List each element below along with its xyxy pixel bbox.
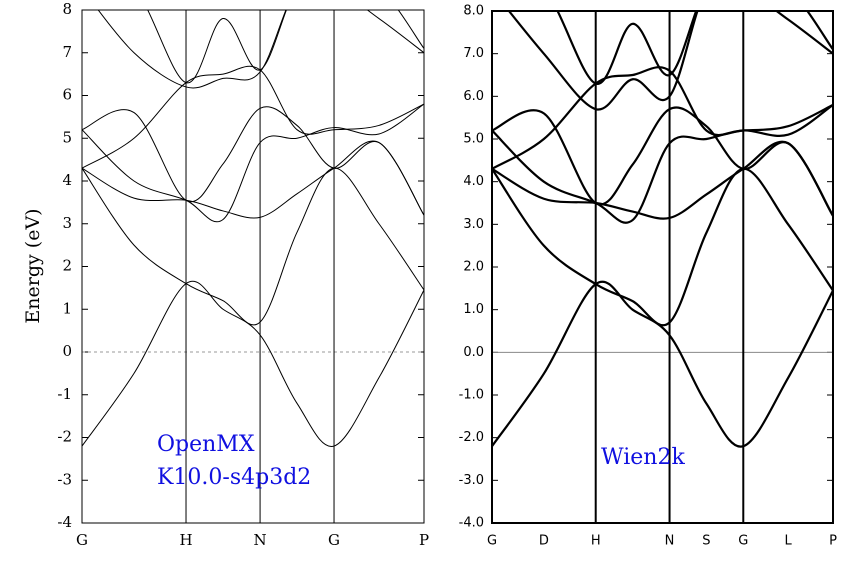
- y-tick-label: -1.0: [459, 388, 484, 403]
- band-line: [492, 66, 833, 170]
- y-tick-label: 2: [62, 257, 72, 275]
- y-tick-label: -4: [57, 513, 72, 531]
- y-tick-label: 6: [62, 86, 72, 104]
- y-tick-label: -2.0: [459, 430, 484, 445]
- x-tick-label: S: [702, 534, 710, 549]
- y-tick-label: -3.0: [459, 473, 484, 488]
- band-line: [147, 10, 424, 84]
- band-line: [492, 280, 833, 448]
- band-line: [82, 65, 424, 169]
- y-tick-label: 8.0: [463, 4, 484, 19]
- y-tick-label: 0: [62, 342, 72, 360]
- panel: -4.0 -3.0 -2.0 -1.0 0.0 1.0 2.0 3.0 4.0 5.0 6.0 7.0…: [459, 4, 837, 549]
- y-tick-label: 5: [62, 128, 72, 146]
- y-axis-label: Energy (eV): [22, 208, 44, 323]
- y-tick-label: 5.0: [463, 132, 484, 147]
- band-line: [82, 106, 424, 216]
- x-tick-label: P: [419, 531, 429, 549]
- bands: [82, 10, 424, 447]
- y-tick-label: -3: [57, 470, 72, 488]
- x-tick-label: H: [179, 531, 192, 549]
- y-tick-label: 1: [62, 299, 72, 317]
- y-tick-label: 3.0: [463, 217, 484, 232]
- x-tick-label: D: [539, 534, 549, 549]
- band-line: [492, 106, 833, 217]
- y-tick-label: -2: [57, 428, 72, 446]
- y-tick-label: 7.0: [463, 46, 484, 61]
- y-tick-label: 4: [62, 171, 72, 189]
- band-line: [82, 103, 424, 223]
- bands: [492, 11, 833, 448]
- x-tick-label: L: [784, 534, 792, 549]
- x-tick-label: N: [665, 534, 675, 549]
- band-line: [82, 167, 424, 326]
- x-tick-label: G: [76, 531, 88, 549]
- y-tick-label: 4.0: [463, 174, 484, 189]
- y-tick-label: 0.0: [463, 345, 484, 360]
- band-line: [82, 140, 424, 219]
- y-tick-label: 3: [62, 214, 72, 232]
- plot-frame: [81, 9, 425, 524]
- annotation: K10.0-s4p3d2: [157, 465, 311, 490]
- annotation: Wien2k: [601, 445, 685, 470]
- y-tick-label: 7: [62, 43, 72, 61]
- band-line: [492, 167, 833, 327]
- annotation: OpenMX: [157, 432, 255, 457]
- y-tick-label: 1.0: [463, 302, 484, 317]
- y-tick-label: -1: [57, 385, 72, 403]
- x-tick-label: P: [829, 534, 837, 549]
- y-tick-label: 6.0: [463, 89, 484, 104]
- band-line: [507, 11, 833, 111]
- x-tick-label: G: [487, 534, 497, 549]
- y-tick-label: 2.0: [463, 260, 484, 275]
- panel: -4 -3 -2 -1 0 1 2 3 4 5 6 7 8 G H N G P OpenMX K10.0-s4p3d2: [57, 0, 429, 549]
- x-tick-label: N: [254, 531, 267, 549]
- band-line: [492, 103, 833, 224]
- x-tick-label: H: [591, 534, 601, 549]
- x-tick-label: G: [328, 531, 340, 549]
- band-line: [82, 280, 424, 447]
- band-line: [556, 11, 833, 85]
- band-line: [97, 10, 424, 89]
- y-tick-label: 8: [62, 0, 72, 18]
- plot-frame: [491, 10, 834, 524]
- x-tick-label: G: [738, 534, 748, 549]
- y-tick-label: -4.0: [459, 516, 484, 531]
